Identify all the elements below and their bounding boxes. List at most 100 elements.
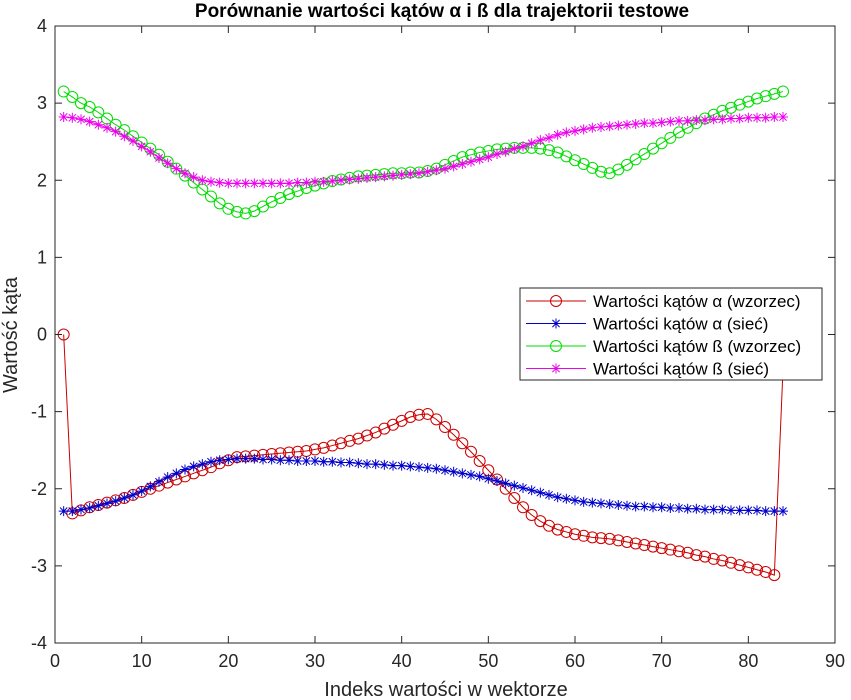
series-2-point bbox=[648, 502, 658, 513]
series-1-point bbox=[395, 414, 408, 427]
series-1-point bbox=[525, 508, 538, 521]
series-2-point bbox=[752, 505, 762, 516]
y-tick-label: 3 bbox=[37, 93, 47, 113]
series-2-point bbox=[630, 501, 641, 512]
series-3-point bbox=[629, 153, 642, 166]
series-4-point bbox=[639, 118, 650, 129]
series-2-point bbox=[136, 486, 147, 497]
series-2-point bbox=[518, 482, 528, 493]
series-1-point bbox=[378, 422, 391, 435]
series-3-point bbox=[265, 195, 278, 208]
series-4-point bbox=[344, 174, 355, 185]
series-4-point bbox=[301, 177, 312, 188]
y-tick-label: -4 bbox=[31, 633, 47, 653]
series-1-point bbox=[456, 437, 469, 450]
y-tick-label: 1 bbox=[37, 247, 47, 267]
series-3-point bbox=[231, 205, 243, 218]
series-1-point bbox=[361, 429, 373, 442]
series-4-point bbox=[162, 158, 173, 169]
x-tick-label: 50 bbox=[478, 651, 498, 671]
legend: Wartości kątów α (wzorzec) Wartości kątów… bbox=[519, 287, 823, 381]
series-4-point bbox=[119, 131, 130, 142]
series-4-point bbox=[197, 175, 208, 186]
series-2-point bbox=[206, 456, 216, 467]
series-2-point bbox=[760, 506, 771, 517]
series-1-point bbox=[352, 432, 365, 445]
series-1-point bbox=[733, 559, 746, 572]
legend-marker bbox=[551, 318, 561, 329]
series-3-point bbox=[66, 90, 79, 103]
series-1-point bbox=[439, 421, 451, 434]
y-tick-label: -3 bbox=[31, 556, 47, 576]
series-4-point bbox=[84, 116, 95, 127]
series-4-point bbox=[483, 152, 494, 163]
x-tick-label: 80 bbox=[738, 651, 758, 671]
series-2-point bbox=[162, 472, 173, 483]
series-2-point bbox=[119, 493, 130, 504]
series-3-point bbox=[57, 85, 70, 98]
series-2-point bbox=[405, 461, 416, 472]
series-2-point bbox=[110, 496, 121, 507]
series-4-point bbox=[154, 152, 164, 163]
legend-label: Wartości kątów ß (sieć) bbox=[593, 360, 769, 379]
series-4-point bbox=[206, 176, 216, 187]
series-2-point bbox=[509, 480, 520, 491]
x-tick-label: 60 bbox=[565, 651, 585, 671]
series-4-point bbox=[180, 168, 190, 179]
x-tick-label: 0 bbox=[50, 651, 60, 671]
series-1-point bbox=[595, 532, 607, 545]
series-4-point bbox=[405, 169, 416, 180]
series-2-point bbox=[613, 499, 624, 510]
series-4 bbox=[58, 112, 788, 189]
series-4-point bbox=[518, 141, 528, 152]
series-2-point bbox=[223, 454, 234, 465]
series-2-point bbox=[84, 503, 95, 514]
x-tick-label: 40 bbox=[392, 651, 412, 671]
series-2-point bbox=[275, 455, 286, 466]
series-4-point bbox=[665, 116, 676, 127]
series-2-point bbox=[67, 506, 78, 517]
series-4-point bbox=[440, 163, 450, 174]
series-4-point bbox=[67, 112, 78, 123]
legend-label: Wartości kątów ß (wzorzec) bbox=[593, 337, 801, 356]
series-4-point bbox=[630, 118, 641, 129]
series-4-point bbox=[327, 176, 338, 187]
series-2-point bbox=[379, 459, 390, 470]
series-4-point bbox=[232, 178, 242, 189]
series-4-point bbox=[422, 166, 433, 177]
series-2-point bbox=[431, 463, 442, 474]
series-3-point bbox=[239, 207, 252, 220]
series-2-point bbox=[128, 489, 138, 500]
series-4-point bbox=[717, 114, 728, 125]
series-2-point bbox=[587, 497, 598, 508]
x-tick-label: 90 bbox=[825, 651, 845, 671]
series-3-point bbox=[759, 90, 772, 103]
series-4-point bbox=[388, 170, 398, 181]
series-2-point bbox=[145, 481, 156, 492]
series-1-point bbox=[430, 413, 443, 426]
series-2-point bbox=[457, 468, 468, 479]
series-1-point bbox=[612, 534, 625, 547]
legend-label: Wartości kątów α (sieć) bbox=[593, 315, 768, 334]
series-3-point bbox=[603, 167, 616, 180]
legend-label: Wartości kątów α (wzorzec) bbox=[593, 292, 801, 311]
series-3-point bbox=[577, 158, 590, 171]
series-2-point bbox=[552, 492, 563, 503]
series-4-point bbox=[110, 126, 121, 137]
series-1-point bbox=[577, 529, 590, 542]
series-1-point bbox=[655, 542, 668, 555]
series-2-point bbox=[388, 460, 398, 471]
series-1-point bbox=[473, 454, 486, 467]
series-2-point bbox=[180, 464, 190, 475]
series-3-point bbox=[638, 148, 651, 161]
series-1-point bbox=[725, 556, 737, 569]
y-tick-label: -1 bbox=[31, 402, 47, 422]
legend-item: Wartości kątów ß (wzorzec) bbox=[526, 337, 801, 356]
series-2-point bbox=[526, 485, 537, 496]
series-4-point bbox=[275, 178, 286, 189]
series-2-point bbox=[700, 504, 710, 515]
series-4-point bbox=[700, 115, 710, 126]
series-2-point bbox=[656, 502, 667, 513]
series-1-point bbox=[421, 407, 434, 420]
series-4-point bbox=[734, 113, 745, 124]
